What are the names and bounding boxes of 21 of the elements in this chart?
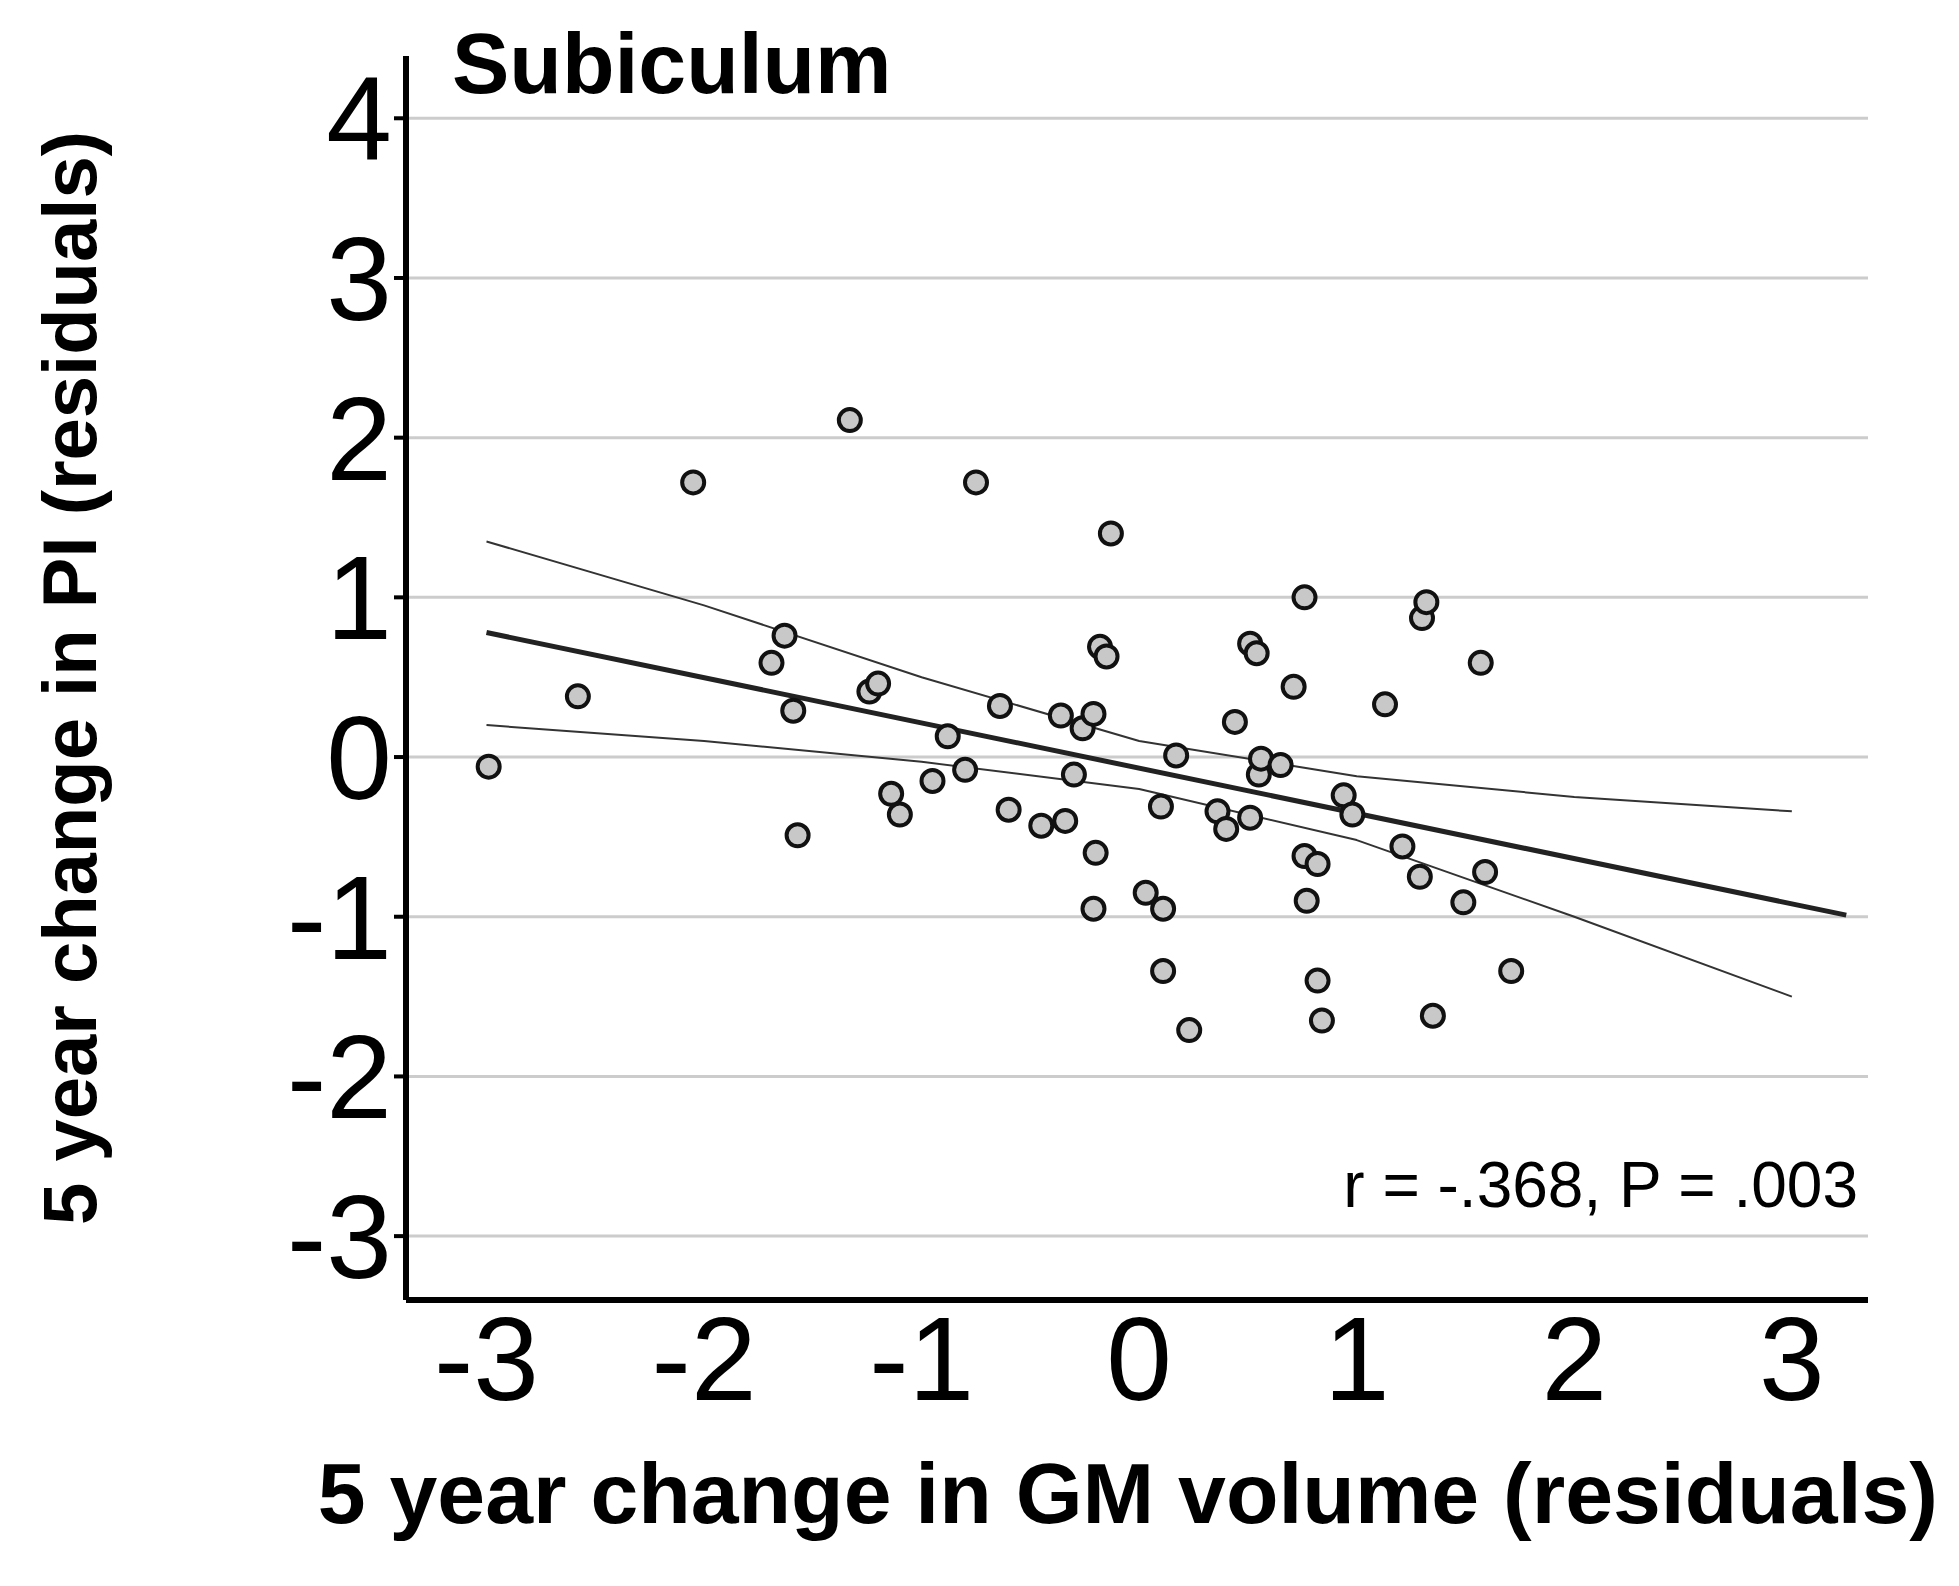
y-tick-label: 3 (326, 212, 392, 345)
x-axis-title: 5 year change in GM volume (residuals) (316, 1444, 1938, 1543)
annotation: r = -.368, P = .003 (1343, 1148, 1858, 1222)
chart-title: Subiculum (444, 12, 900, 116)
y-tick-label: 1 (326, 532, 392, 665)
y-tick-label: -2 (287, 1011, 392, 1144)
line-series (485, 540, 1793, 813)
line-series (485, 724, 1793, 998)
y-tick-label: -3 (287, 1171, 392, 1304)
x-tick-label: 3 (1759, 1292, 1825, 1425)
x-tick-label: -2 (651, 1292, 757, 1425)
x-tick-label: -3 (434, 1292, 539, 1425)
y-tick-label: -1 (287, 851, 392, 984)
y-axis-title: 5 year change in PI (residuals) (26, 130, 113, 1227)
y-tick-label: 0 (326, 691, 392, 824)
y-tick-label: 2 (326, 372, 392, 505)
x-tick-label: 1 (1323, 1292, 1390, 1425)
x-tick-label: -1 (869, 1292, 975, 1425)
y-tick-label: 4 (326, 53, 392, 186)
x-tick-label: 2 (1541, 1292, 1608, 1425)
x-tick-label: 0 (1106, 1292, 1172, 1425)
